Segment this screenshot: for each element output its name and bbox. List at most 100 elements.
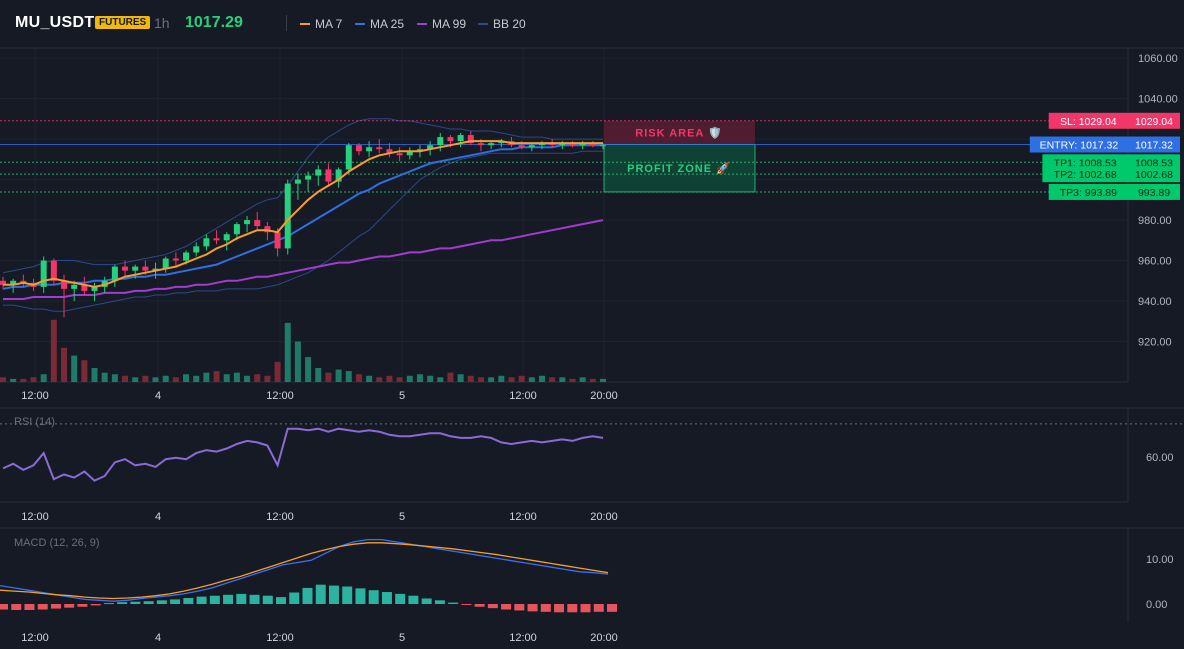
volume-bar (223, 374, 230, 382)
candle-body (355, 145, 362, 152)
candle-body (396, 153, 403, 156)
price-tick: 940.00 (1138, 296, 1172, 308)
volume-bar (416, 374, 423, 382)
candle-body (10, 280, 17, 285)
timeframe-label[interactable]: 1h (154, 15, 170, 31)
macd-histogram-bar (130, 601, 141, 604)
volume-bar (40, 374, 47, 382)
ma25-swatch (355, 23, 365, 25)
time-label: 5 (399, 390, 405, 402)
volume-bar (101, 372, 108, 382)
macd-title: MACD (12, 26, 9) (14, 537, 100, 549)
symbol-title[interactable]: MU_USDT (15, 14, 95, 31)
volume-bar (122, 375, 129, 382)
time-label: 12:00 (266, 390, 294, 402)
legend-ma99[interactable]: MA 99 (417, 17, 466, 31)
volume-bar (213, 371, 220, 382)
time-label-macd: 20:00 (590, 632, 618, 644)
level-price-text-tp2: 1002.68 (1135, 169, 1173, 181)
macd-histogram-bar (540, 604, 551, 612)
macd-histogram-bar (593, 604, 604, 612)
level-price-text-entry: 1017.32 (1135, 140, 1173, 152)
volume-bar (81, 360, 88, 382)
volume-bar (569, 378, 576, 382)
header-divider (286, 15, 287, 31)
time-label: 20:00 (590, 390, 618, 402)
candle-body (223, 234, 230, 241)
volume-bar (30, 377, 37, 382)
time-label-rsi: 12:00 (266, 511, 294, 523)
legend-ma7[interactable]: MA 7 (300, 17, 342, 31)
ma7-swatch (300, 23, 310, 25)
volume-bar (91, 368, 98, 382)
candle-body (0, 280, 6, 285)
legend-ma25[interactable]: MA 25 (355, 17, 404, 31)
price-tick: 960.00 (1138, 256, 1172, 268)
candle-body (294, 179, 301, 184)
candle-body (61, 280, 68, 289)
volume-bar (386, 375, 393, 382)
candle-body (254, 220, 261, 227)
candle-body (477, 143, 484, 146)
candle-body (244, 220, 251, 225)
volume-bar (579, 377, 586, 382)
macd-histogram-bar (474, 604, 485, 607)
volume-bar (457, 374, 464, 382)
candle-body (549, 143, 556, 146)
macd-histogram-bar (527, 604, 538, 612)
candle-body (193, 246, 200, 253)
macd-histogram-bar (501, 604, 512, 610)
volume-bar (152, 377, 159, 382)
volume-bar (172, 377, 179, 382)
level-tag-text-tp2: TP2: 1002.68 (1054, 169, 1117, 181)
ma7-line (3, 140, 603, 288)
macd-tick: 10.00 (1146, 554, 1174, 566)
volume-bar (589, 378, 596, 382)
volume-bar (284, 322, 291, 382)
candle-body (600, 145, 606, 147)
macd-histogram-bar (249, 594, 260, 604)
macd-histogram-bar (434, 600, 445, 604)
volume-bar (142, 375, 149, 382)
level-price-tag-tp3 (1128, 183, 1180, 200)
volume-bar (233, 372, 240, 382)
volume-bar (294, 341, 301, 382)
candle-body (213, 238, 220, 241)
time-label-macd: 4 (155, 632, 161, 644)
legend-bb20[interactable]: BB 20 (478, 17, 526, 31)
time-label: 4 (155, 390, 161, 402)
volume-bar (325, 372, 332, 382)
macd-histogram-bar (514, 604, 525, 611)
volume-bar (111, 374, 118, 382)
price-tick: 1060.00 (1138, 53, 1178, 65)
volume-bar (162, 375, 169, 382)
volume-bar (305, 357, 312, 382)
macd-histogram-bar (262, 595, 273, 604)
candle-body (335, 169, 342, 182)
price-tick: 920.00 (1138, 337, 1172, 349)
candle-body (91, 286, 98, 291)
volume-bar (10, 378, 17, 382)
time-label-macd: 12:00 (21, 632, 49, 644)
volume-bar (467, 375, 474, 382)
macd-histogram-bar (315, 584, 326, 604)
volume-bar (183, 374, 190, 382)
candle-body (132, 266, 139, 271)
macd-histogram-bar (328, 585, 339, 604)
level-price-tag-entry (1128, 136, 1180, 153)
candle-body (305, 175, 312, 180)
volume-bar (355, 374, 362, 382)
macd-histogram-bar (77, 604, 88, 607)
volume-bar (600, 378, 606, 382)
level-tag-sl (1048, 112, 1128, 129)
candle-body (71, 284, 78, 289)
candle-body (233, 224, 240, 235)
macd-histogram-bar (342, 586, 353, 604)
last-price: 1017.29 (185, 14, 243, 31)
macd-histogram-bar (170, 599, 181, 604)
volume-bar (427, 375, 434, 382)
candle-body (569, 143, 576, 146)
candle-body (366, 147, 373, 152)
time-label-rsi: 12:00 (509, 511, 537, 523)
